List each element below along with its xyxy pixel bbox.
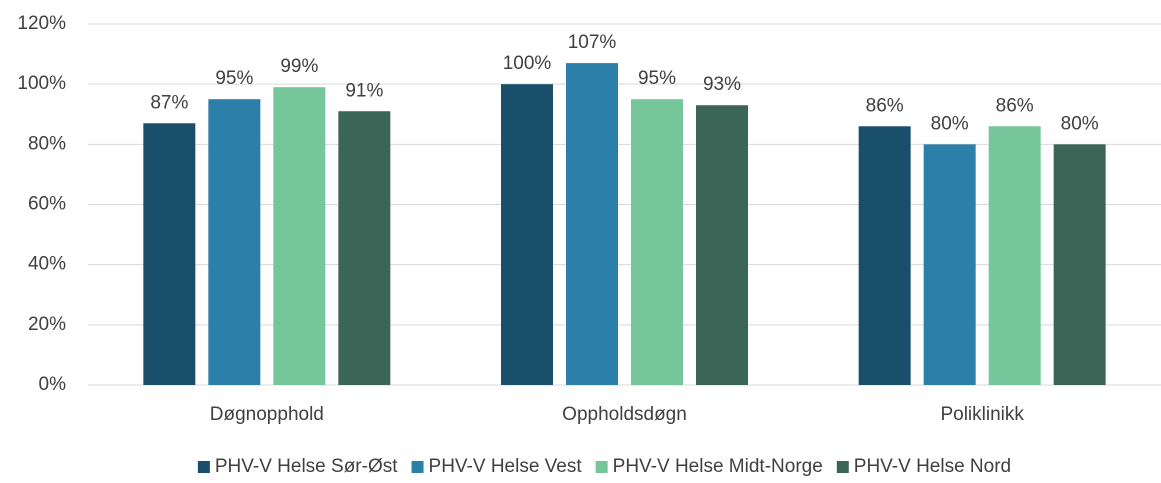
bar — [858, 126, 911, 386]
bar — [338, 111, 391, 385]
y-tick-label: 0% — [39, 374, 67, 395]
value-label: 91% — [345, 80, 383, 101]
bar — [631, 99, 683, 385]
legend: PHV-V Helse Sør-Øst PHV-V Helse Vest PHV-V… — [197, 456, 1011, 477]
value-label: 100% — [503, 53, 552, 74]
value-label: 95% — [215, 68, 253, 89]
value-label: 80% — [1061, 113, 1099, 134]
bar — [143, 123, 196, 386]
value-label: 107% — [568, 32, 617, 53]
x-tick-label: Poliklinikk — [940, 404, 1024, 425]
legend-swatch — [197, 461, 210, 473]
bar — [988, 126, 1041, 386]
bar — [696, 105, 748, 385]
value-label: 86% — [866, 95, 904, 116]
value-label: 80% — [931, 113, 969, 134]
y-tick-label: 100% — [17, 73, 66, 94]
bar — [501, 84, 553, 386]
bar — [273, 87, 326, 386]
y-tick-label: 80% — [28, 133, 66, 154]
legend-swatch — [595, 461, 608, 473]
bar — [566, 63, 618, 385]
value-label: 95% — [638, 68, 676, 89]
value-label: 87% — [150, 92, 188, 113]
y-tick-label: 60% — [28, 194, 66, 215]
value-label: 93% — [703, 74, 741, 95]
y-tick-label: 120% — [17, 13, 66, 34]
legend-label: PHV-V Helse Midt-Norge — [613, 456, 823, 477]
value-label: 86% — [996, 95, 1034, 116]
x-tick-label: Døgnopphold — [210, 404, 324, 425]
y-tick-label: 20% — [28, 314, 66, 335]
legend-label: PHV-V Helse Sør-Øst — [215, 456, 398, 477]
bar — [208, 99, 261, 385]
legend-label: PHV-V Helse Vest — [429, 456, 583, 477]
legend-label: PHV-V Helse Nord — [854, 456, 1011, 477]
legend-swatch — [836, 461, 849, 473]
bar — [923, 144, 976, 385]
x-tick-label: Oppholdsdøgn — [562, 404, 687, 425]
legend-swatch — [411, 461, 424, 473]
bar — [1053, 144, 1106, 385]
y-tick-label: 40% — [28, 254, 66, 275]
value-label: 99% — [280, 56, 318, 77]
